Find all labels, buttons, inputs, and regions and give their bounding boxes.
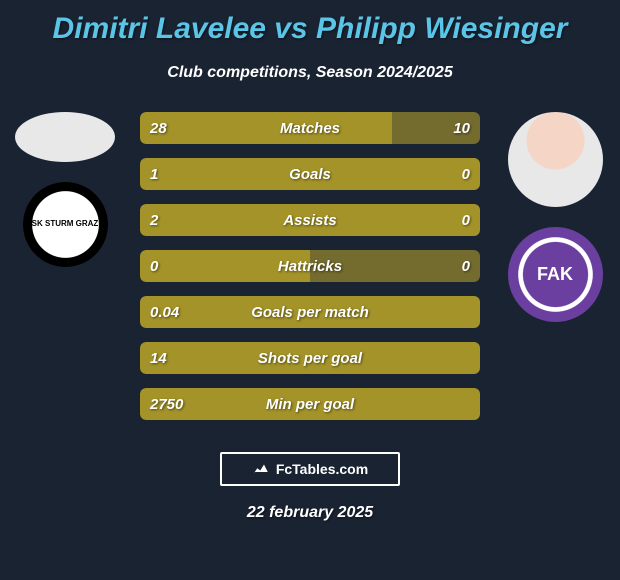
source-badge: FcTables.com [220,452,400,486]
stat-row: 2750Min per goal [140,388,480,420]
stat-label: Assists [140,212,480,229]
player-left-avatar [15,112,115,162]
stat-bars-container: 2810Matches 10Goals 20Assists 00Hattricks 0.… [140,112,480,434]
comparison-subtitle: Club competitions, Season 2024/2025 [0,64,620,82]
source-label: FcTables.com [276,461,368,477]
stat-label: Goals per match [140,304,480,321]
club-left-abbrev: SK STURM GRAZ [32,220,99,229]
club-left-badge: SK STURM GRAZ [23,182,108,267]
stat-row: 0.04Goals per match [140,296,480,328]
player-right-avatar [508,112,603,207]
club-right-badge: FAK [508,227,603,322]
stat-row: 10Goals [140,158,480,190]
stat-label: Min per goal [140,396,480,413]
right-player-column: FAK [500,112,610,322]
stat-row: 2810Matches [140,112,480,144]
stat-row: 00Hattricks [140,250,480,282]
stat-label: Matches [140,120,480,137]
stat-label: Goals [140,166,480,183]
stat-label: Hattricks [140,258,480,275]
stat-row: 14Shots per goal [140,342,480,374]
stat-label: Shots per goal [140,350,480,367]
chart-icon [252,460,270,478]
comparison-title: Dimitri Lavelee vs Philipp Wiesinger [0,0,620,46]
comparison-date: 22 february 2025 [0,504,620,522]
club-right-abbrev: FAK [537,264,573,285]
comparison-content: SK STURM GRAZ FAK 2810Matches 10Goals 20As… [0,112,620,442]
left-player-column: SK STURM GRAZ [10,112,120,267]
stat-row: 20Assists [140,204,480,236]
